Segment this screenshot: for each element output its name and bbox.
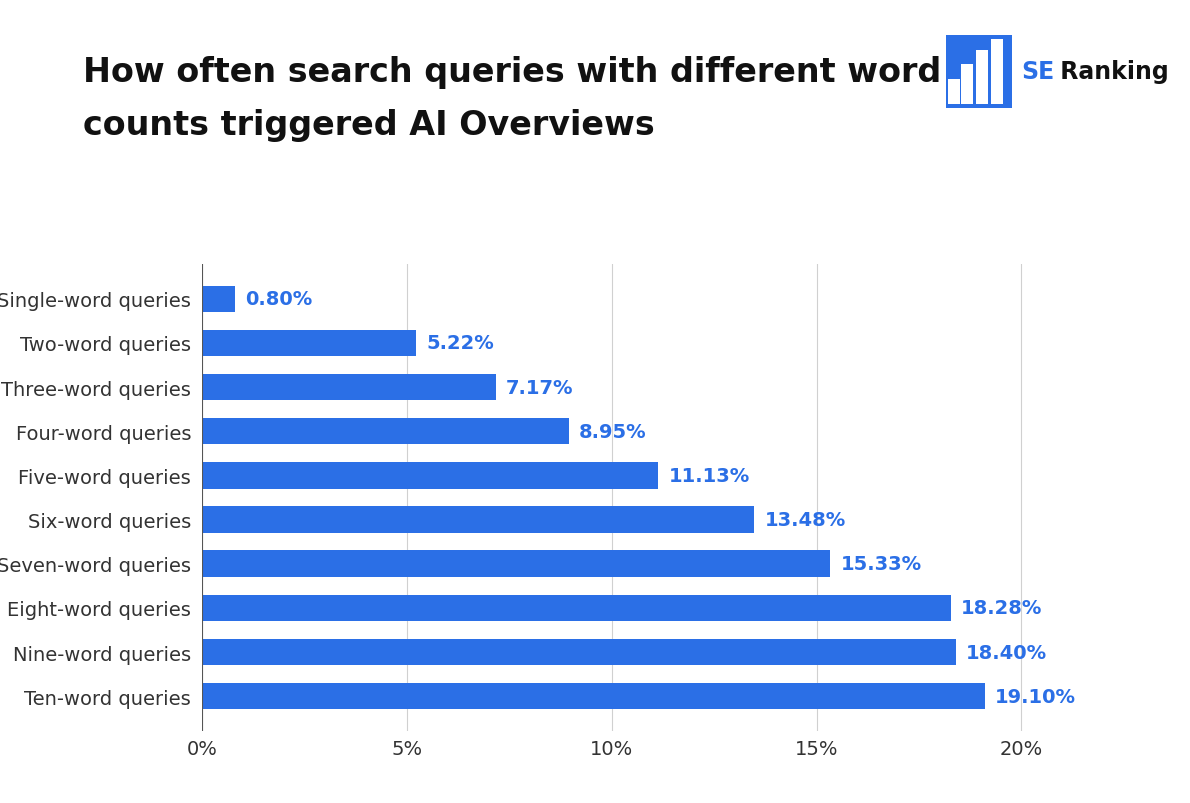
- Text: How often search queries with different word: How often search queries with different …: [83, 56, 941, 89]
- Text: 0.80%: 0.80%: [245, 290, 313, 309]
- Text: 13.48%: 13.48%: [765, 511, 846, 529]
- Text: 19.10%: 19.10%: [995, 687, 1076, 706]
- Bar: [202, 463, 658, 489]
- Bar: [962, 65, 973, 104]
- Bar: [202, 330, 416, 357]
- Bar: [202, 639, 956, 666]
- Bar: [202, 551, 831, 577]
- FancyBboxPatch shape: [944, 33, 1014, 112]
- Bar: [202, 595, 951, 622]
- Bar: [202, 507, 754, 533]
- Bar: [202, 418, 569, 445]
- Text: 18.28%: 18.28%: [962, 598, 1042, 618]
- Bar: [976, 51, 988, 104]
- Text: SE: SE: [1021, 60, 1054, 84]
- Bar: [202, 286, 236, 312]
- Text: 18.40%: 18.40%: [966, 642, 1047, 662]
- Text: 11.13%: 11.13%: [669, 467, 750, 485]
- Text: counts triggered AI Overviews: counts triggered AI Overviews: [83, 108, 654, 141]
- Bar: [991, 39, 1003, 104]
- Text: 8.95%: 8.95%: [580, 422, 646, 441]
- Text: 7.17%: 7.17%: [506, 378, 574, 397]
- Text: 5.22%: 5.22%: [426, 334, 494, 353]
- Text: 15.33%: 15.33%: [840, 555, 921, 573]
- Bar: [948, 79, 960, 104]
- Bar: [202, 683, 984, 710]
- Bar: [202, 374, 496, 401]
- Text: Ranking: Ranking: [1052, 60, 1169, 84]
